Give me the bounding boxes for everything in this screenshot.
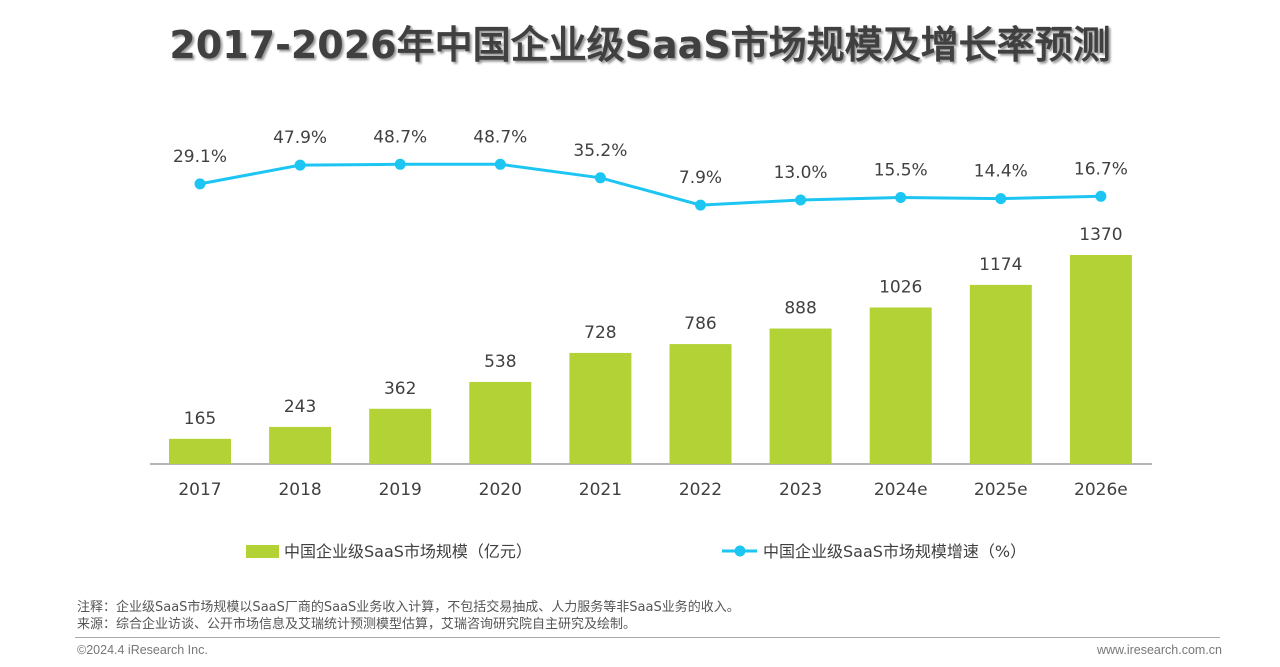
x-tick-label: 2023 <box>779 480 822 500</box>
x-tick-label: 2020 <box>479 480 522 500</box>
x-tick-label: 2021 <box>579 480 622 500</box>
bar-2020 <box>469 381 532 464</box>
bar-2021 <box>569 352 632 464</box>
bar-2018 <box>269 426 332 464</box>
growth-value-label: 13.0% <box>774 163 828 183</box>
x-tick-label: 2024e <box>874 480 928 500</box>
legend-bar-label: 中国企业级SaaS市场规模（亿元） <box>284 542 532 561</box>
growth-point-2022 <box>695 199 706 211</box>
bar-2026e <box>1069 255 1132 464</box>
growth-point-2017 <box>194 178 206 190</box>
growth-value-label: 48.7% <box>473 127 527 147</box>
website-link[interactable]: www.iresearch.com.cn <box>1096 643 1222 657</box>
growth-point-2018 <box>294 159 306 171</box>
bar-value-label: 165 <box>184 409 216 429</box>
growth-value-label: 35.2% <box>573 141 627 161</box>
legend-bar-swatch <box>246 545 279 558</box>
bar-value-label: 1026 <box>879 277 922 297</box>
growth-point-2020 <box>494 158 506 170</box>
bar-2022 <box>669 344 732 464</box>
bar-value-label: 888 <box>784 299 816 319</box>
bar-2019 <box>369 408 432 464</box>
chart: 165 2017 243 2018 362 2019 538 2020 728 2021 786 20… <box>150 127 1152 561</box>
chart-note: 注释：企业级SaaS市场规模以SaaS厂商的SaaS业务收入计算，不包括交易抽成… <box>77 600 740 615</box>
bar-2025e <box>969 284 1032 464</box>
growth-point-2025e <box>995 193 1007 205</box>
growth-value-label: 47.9% <box>273 128 327 148</box>
x-tick-label: 2018 <box>278 480 321 500</box>
growth-value-label: 15.5% <box>874 161 928 181</box>
bar-value-label: 538 <box>484 352 516 372</box>
copyright: ©2024.4 iResearch Inc. <box>77 643 208 657</box>
bar-value-label: 1370 <box>1079 225 1122 245</box>
growth-value-label: 29.1% <box>173 147 227 167</box>
bar-value-label: 786 <box>684 314 716 334</box>
growth-value-label: 48.7% <box>373 127 427 147</box>
bar-value-label: 1174 <box>979 255 1022 275</box>
growth-point-2024e <box>895 192 907 203</box>
bar-2024e <box>869 307 932 464</box>
growth-line <box>199 162 1101 207</box>
x-tick-label: 2026e <box>1074 480 1128 500</box>
chart-source: 来源：综合企业访谈、公开市场信息及艾瑞统计预测模型估算，艾瑞咨询研究院自主研究及… <box>77 617 637 632</box>
growth-value-label: 7.9% <box>679 168 722 188</box>
bar-2023 <box>769 328 832 464</box>
legend-line-marker <box>734 545 746 557</box>
growth-point-2023 <box>795 194 807 206</box>
x-tick-label: 2019 <box>379 480 422 500</box>
bar-value-label: 362 <box>384 379 416 399</box>
x-tick-label: 2017 <box>178 480 221 500</box>
growth-point-2021 <box>594 172 606 184</box>
growth-point-2026e <box>1095 190 1107 202</box>
growth-value-label: 16.7% <box>1074 159 1128 179</box>
growth-value-label: 14.4% <box>974 162 1028 182</box>
footer-divider <box>75 637 1220 638</box>
bar-2017 <box>169 438 231 464</box>
bar-value-label: 728 <box>584 323 616 343</box>
x-tick-label: 2022 <box>679 480 722 500</box>
chart-title: 2017-2026年中国企业级SaaS市场规模及增长率预测 <box>169 23 1111 67</box>
bar-value-label: 243 <box>284 397 316 417</box>
growth-point-2019 <box>394 158 406 170</box>
legend-line-label: 中国企业级SaaS市场规模增速（%） <box>763 542 1026 561</box>
x-tick-label: 2025e <box>974 480 1028 500</box>
